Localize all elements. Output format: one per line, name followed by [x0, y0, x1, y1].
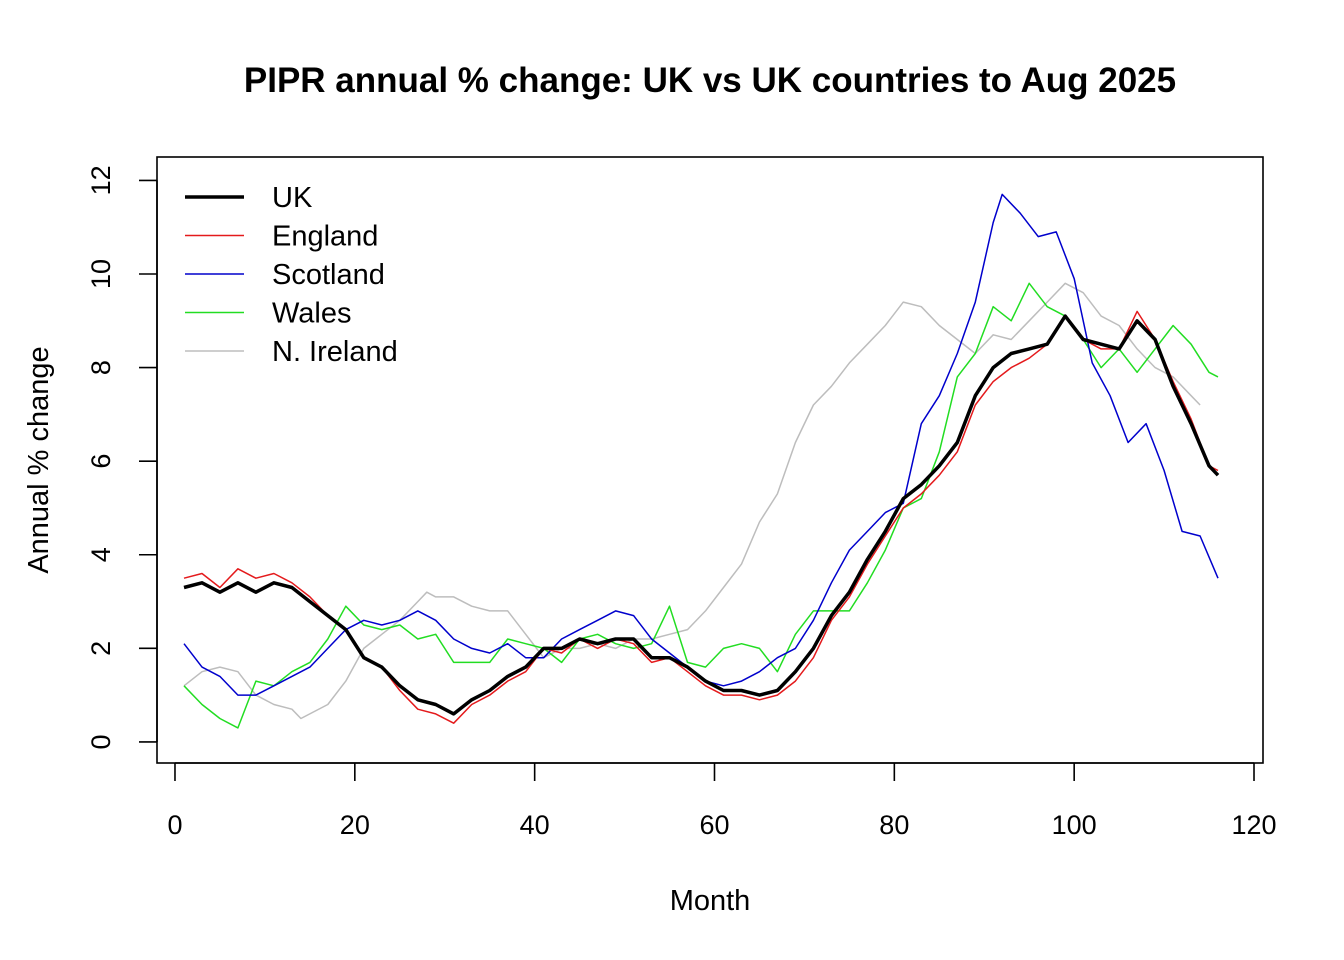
- y-axis-label: Annual % change: [23, 346, 55, 573]
- x-axis: 0 20 40 60 80 100 120: [167, 762, 1277, 840]
- x-tick-label: 20: [340, 810, 370, 840]
- series-line-uk: [183, 314, 1220, 716]
- y-tick-label: 8: [86, 360, 116, 375]
- x-tick-label: 40: [520, 810, 550, 840]
- y-tick-label: 4: [86, 547, 116, 562]
- series-lines: [183, 193, 1220, 729]
- y-tick-label: 0: [86, 734, 116, 749]
- series-line-wales: [183, 282, 1219, 729]
- x-tick-label: 100: [1052, 810, 1097, 840]
- x-tick-label: 60: [699, 810, 729, 840]
- chart-title: PIPR annual % change: UK vs UK countries…: [244, 61, 1176, 100]
- y-tick-label: 12: [86, 165, 116, 195]
- y-tick-label: 10: [86, 259, 116, 289]
- x-tick-label: 80: [879, 810, 909, 840]
- legend: UK England Scotland Wales N. Ireland: [185, 182, 398, 368]
- x-axis-label: Month: [670, 885, 751, 917]
- series-line-england: [183, 310, 1219, 724]
- legend-label-uk: UK: [272, 182, 313, 214]
- series-line-n-ireland: [183, 282, 1201, 720]
- legend-label-wales: Wales: [272, 298, 352, 330]
- y-axis: 0 2 4 6 8 10 12: [86, 165, 158, 749]
- legend-label-n-ireland: N. Ireland: [272, 336, 398, 368]
- x-tick-label: 0: [167, 810, 182, 840]
- legend-label-scotland: Scotland: [272, 259, 385, 291]
- legend-label-england: England: [272, 221, 378, 253]
- y-tick-label: 2: [86, 641, 116, 656]
- x-tick-label: 120: [1231, 810, 1276, 840]
- y-tick-label: 6: [86, 454, 116, 469]
